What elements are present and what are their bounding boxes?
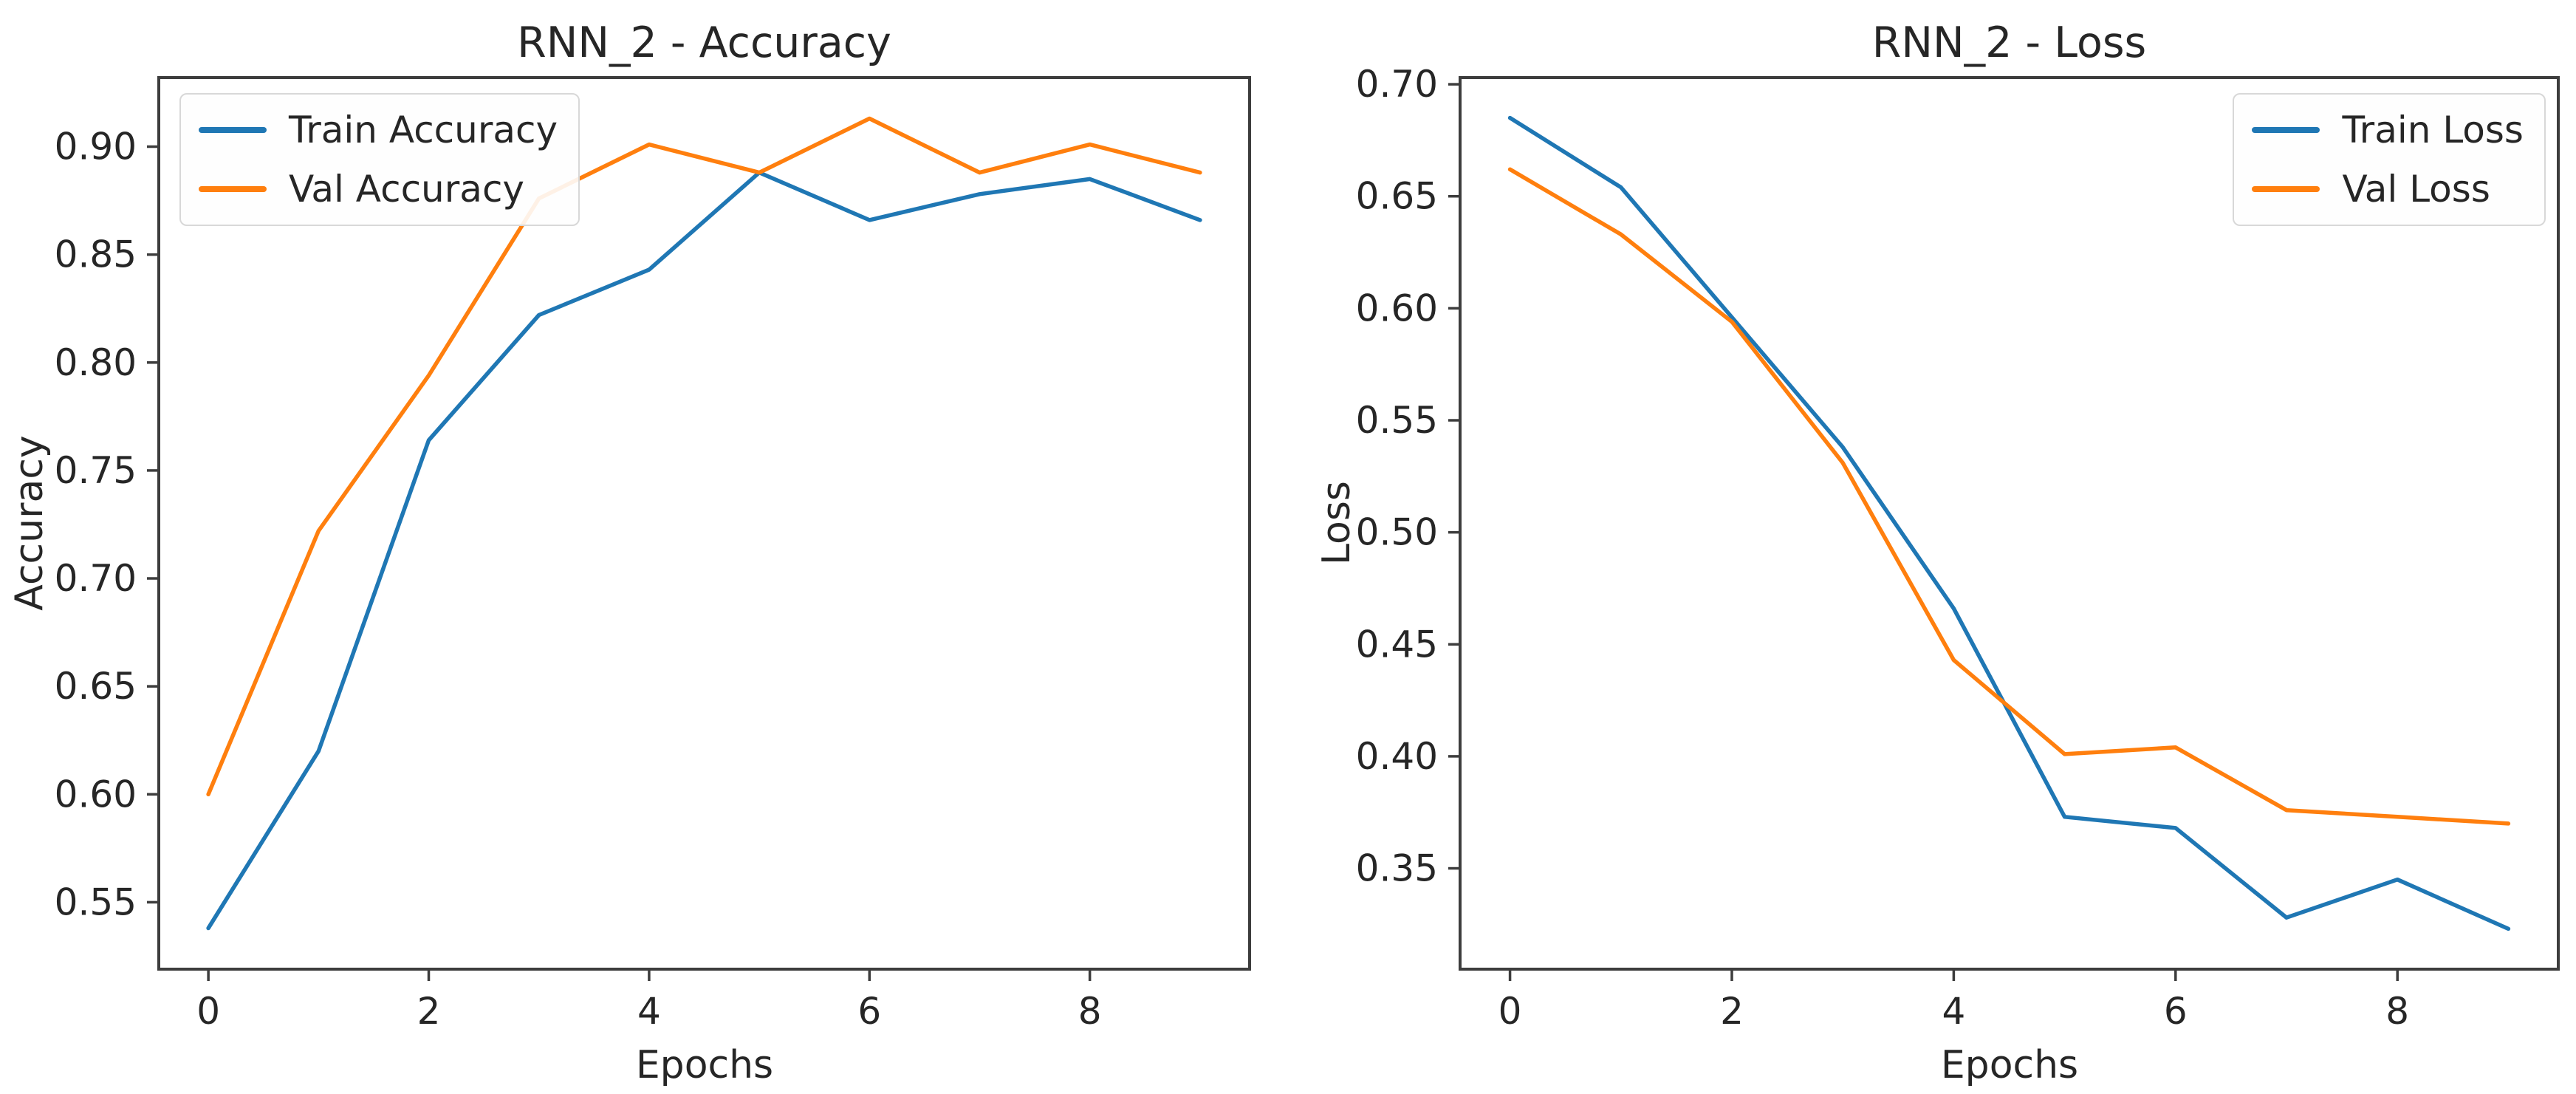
legend-label: Train Loss (2342, 109, 2524, 151)
legend-item-train: Train Loss (2252, 109, 2524, 151)
x-tick-label: 6 (857, 990, 881, 1033)
train-line-swatch (2252, 127, 2320, 133)
val-accuracy-line (206, 116, 1202, 797)
y-tick-label: 0.55 (55, 881, 137, 923)
x-tick-label: 2 (1720, 990, 1744, 1033)
train-line-swatch (199, 127, 267, 133)
legend-label: Val Loss (2342, 168, 2490, 211)
val-loss-line (1507, 167, 2511, 826)
y-tick-label: 0.50 (1356, 511, 1438, 554)
y-tick-label: 0.65 (55, 665, 137, 708)
val-line-swatch (199, 186, 267, 192)
y-tick-label: 0.70 (1356, 63, 1438, 106)
loss-chart: RNN_2 - Loss Loss 0 2 4 6 8 0.35 0.40 0.45 0.50 0… (1288, 0, 2576, 1094)
y-tick-label: 0.80 (55, 341, 137, 384)
x-tick-label: 0 (196, 990, 220, 1033)
x-tick-label: 4 (1942, 990, 1965, 1033)
x-tick-label: 0 (1498, 990, 1522, 1033)
y-tick-label: 0.45 (1356, 623, 1438, 666)
y-tick-label: 0.35 (1356, 847, 1438, 890)
y-tick-label: 0.60 (1356, 287, 1438, 329)
y-tick-label: 0.75 (55, 449, 137, 492)
x-axis-label: Epochs (635, 1043, 774, 1087)
x-axis-label: Epochs (1940, 1043, 2079, 1087)
legend: Train Accuracy Val Accuracy (179, 93, 580, 226)
legend-item-val: Val Loss (2252, 168, 2524, 210)
legend-item-val: Val Accuracy (199, 168, 558, 210)
train-accuracy-line (206, 170, 1202, 931)
y-tick-label: 0.60 (55, 773, 137, 816)
x-tick-label: 8 (1078, 990, 1102, 1033)
train-loss-line (1507, 115, 2511, 931)
x-tick-label: 2 (417, 990, 441, 1033)
x-tick-label: 8 (2385, 990, 2409, 1033)
x-tick-label: 6 (2164, 990, 2188, 1033)
legend-label: Train Accuracy (289, 109, 558, 151)
chart-title: RNN_2 - Loss (1871, 18, 2147, 67)
axes-frame (157, 76, 1251, 971)
val-line-swatch (2252, 186, 2320, 192)
x-tick-label: 4 (637, 990, 661, 1033)
y-tick-label: 0.55 (1356, 399, 1438, 442)
chart-title: RNN_2 - Accuracy (517, 18, 891, 67)
legend-label: Val Accuracy (289, 168, 525, 211)
plot-canvas: 0 2 4 6 8 0.35 0.40 0.45 0.50 0.55 0.60 0.65 0.70 (1356, 63, 2560, 1033)
legend: Train Loss Val Loss (2233, 93, 2546, 226)
y-tick-label: 0.90 (55, 126, 137, 168)
y-tick-label: 0.40 (1356, 735, 1438, 778)
axes-frame (1459, 76, 2560, 971)
y-tick-label: 0.70 (55, 557, 137, 600)
y-tick-label: 0.65 (1356, 175, 1438, 218)
plot-canvas: 0 2 4 6 8 0.55 0.60 0.65 0.70 0.75 0.80 0.85 0.90 (55, 76, 1251, 1033)
legend-item-train: Train Accuracy (199, 109, 558, 151)
accuracy-chart: RNN_2 - Accuracy Accuracy 0 2 4 6 8 0.55 0.60 0… (7, 18, 1251, 1087)
y-tick-label: 0.85 (55, 233, 137, 276)
